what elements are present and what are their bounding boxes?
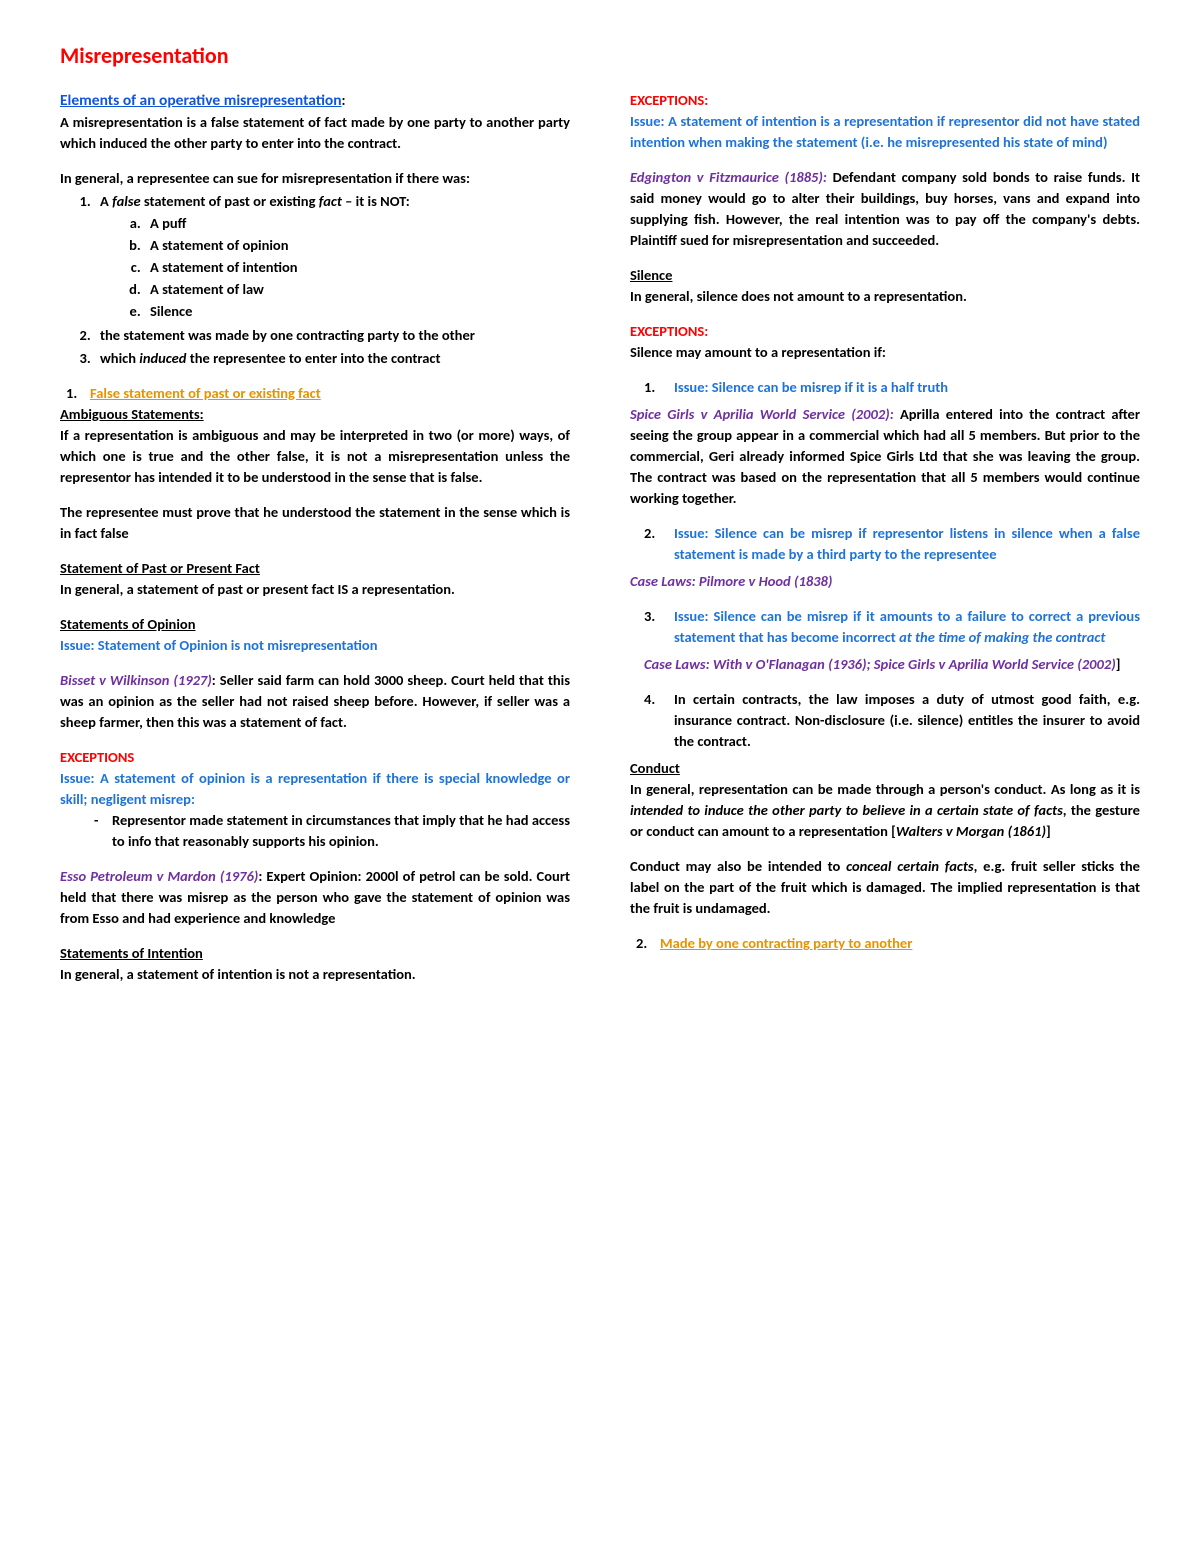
opinion-exception-issue: Issue: A statement of opinion is a repre…: [60, 768, 570, 810]
req3-pre: which: [100, 349, 139, 367]
ambiguous-heading: Ambiguous Statements:: [60, 404, 570, 425]
pilmore-case: Case Laws: Pilmore v Hood (1838): [630, 571, 1140, 592]
page-title: Misrepresentation: [60, 40, 1140, 72]
sub1-row: 1. False statement of past or existing f…: [60, 383, 570, 404]
req3-post: the representee to enter into the contra…: [186, 349, 440, 367]
sub2-title: Made by one contracting party to another: [660, 933, 912, 954]
silence-may: Silence may amount to a representation i…: [630, 342, 1140, 363]
exceptions-label-3: EXCEPTIONS:: [630, 321, 1140, 342]
esso-paragraph: Esso Petroleum v Mardon (1976): Expert O…: [60, 866, 570, 929]
req3-induced: induced: [139, 349, 186, 367]
bisset-paragraph: Bisset v Wilkinson (1927): Seller said f…: [60, 670, 570, 733]
section-heading-elements: Elements of an operative misrepresentati…: [60, 91, 342, 110]
opinion-issue: Issue: Statement of Opinion is not misre…: [60, 635, 570, 656]
walters-case-name: Walters v Morgan (1861): [896, 822, 1046, 840]
silence-issue-4: In certain contracts, the law imposes a …: [674, 689, 1140, 752]
edgington-paragraph: Edgington v Fitzmaurice (1885): Defendan…: [630, 167, 1140, 251]
conduct-p1b: intended to induce the other party to be…: [630, 801, 1063, 819]
requirements-list: A false statement of past or existing fa…: [60, 191, 570, 368]
opinion-heading: Statements of Opinion: [60, 614, 570, 635]
exceptions-label: EXCEPTIONS: [60, 747, 570, 768]
conduct-p1: In general, representation can be made t…: [630, 779, 1140, 842]
req1-tail: – it is NOT:: [342, 192, 410, 210]
req1-false: false: [112, 192, 141, 210]
section-colon: :: [342, 91, 346, 109]
silence-body: In general, silence does not amount to a…: [630, 286, 1140, 307]
intention-exception-issue: Issue: A statement of intention is a rep…: [630, 111, 1140, 153]
intention-body: In general, a statement of intention is …: [60, 964, 570, 985]
conduct-p2a: Conduct may also be intended to: [630, 857, 846, 875]
bisset-case-name: Bisset v Wilkinson (1927): [60, 671, 212, 689]
spice-girls-case-name: Spice Girls v Aprilia World Service (200…: [630, 405, 894, 423]
list-item: which induced the representee to enter i…: [94, 348, 570, 369]
item-number: 3.: [644, 606, 662, 648]
with-case-name: Case Laws: With v O'Flanagan (1936); Spi…: [644, 655, 1116, 673]
item-number: 2.: [644, 523, 662, 565]
sub2-number: 2.: [630, 933, 648, 954]
list-item: A statement of opinion: [144, 235, 570, 256]
exceptions-label-2: EXCEPTIONS:: [630, 90, 1140, 111]
list-item: A false statement of past or existing fa…: [94, 191, 570, 322]
ambiguous-p2: The representee must prove that he under…: [60, 502, 570, 544]
silence-item-3: 3. Issue: Silence can be misrep if it am…: [630, 606, 1140, 648]
list-item: Silence: [144, 301, 570, 322]
not-list: A puff A statement of opinion A statemen…: [100, 213, 570, 322]
past-fact-body: In general, a statement of past or prese…: [60, 579, 570, 600]
sub2-row: 2. Made by one contracting party to anot…: [630, 933, 1140, 954]
silence-item-1: 1. Issue: Silence can be misrep if it is…: [630, 377, 1140, 398]
item-number: 4.: [644, 689, 662, 752]
opinion-exception-list: Representor made statement in circumstan…: [60, 810, 570, 852]
esso-case-name: Esso Petroleum v Mardon (1976): [60, 867, 258, 885]
conduct-p2b: conceal certain facts: [846, 857, 974, 875]
req1-mid: statement of past or existing: [141, 192, 319, 210]
sil3-italic: at the time of making the contract: [899, 628, 1105, 646]
bisset-colon: :: [212, 671, 220, 689]
list-item: A puff: [144, 213, 570, 234]
silence-issue-3: Issue: Silence can be misrep if it amoun…: [674, 606, 1140, 648]
silence-issue-2: Issue: Silence can be misrep if represen…: [674, 523, 1140, 565]
list-item: A statement of law: [144, 279, 570, 300]
sub1-title: False statement of past or existing fact: [90, 383, 321, 404]
list-item: the statement was made by one contractin…: [94, 325, 570, 346]
spice-girls-paragraph: Spice Girls v Aprilia World Service (200…: [630, 404, 1140, 509]
silence-heading: Silence: [630, 265, 1140, 286]
list-item: A statement of intention: [144, 257, 570, 278]
silence-issue-1: Issue: Silence can be misrep if it is a …: [674, 377, 1140, 398]
req1-pre: A: [100, 192, 112, 210]
intention-heading: Statements of Intention: [60, 943, 570, 964]
content-columns: Elements of an operative misrepresentati…: [60, 90, 1140, 985]
req1-fact: fact: [319, 192, 342, 210]
conduct-p1a: In general, representation can be made t…: [630, 780, 1140, 798]
past-fact-heading: Statement of Past or Present Fact: [60, 558, 570, 579]
silence-item-2: 2. Issue: Silence can be misrep if repre…: [630, 523, 1140, 565]
with-case-bracket: ]: [1116, 655, 1121, 673]
conduct-p1e: ]: [1046, 822, 1051, 840]
conduct-heading: Conduct: [630, 758, 1140, 779]
intro-definition: A misrepresentation is a false statement…: [60, 112, 570, 154]
item-number: 1.: [644, 377, 662, 398]
edgington-case-name: Edgington v Fitzmaurice (1885):: [630, 168, 827, 186]
conduct-p2: Conduct may also be intended to conceal …: [630, 856, 1140, 919]
intro-general: In general, a representee can sue for mi…: [60, 168, 570, 189]
ambiguous-p1: If a representation is ambiguous and may…: [60, 425, 570, 488]
list-item: Representor made statement in circumstan…: [94, 810, 570, 852]
silence-item-4: 4. In certain contracts, the law imposes…: [630, 689, 1140, 752]
sub1-number: 1.: [60, 383, 78, 404]
with-case-row: Case Laws: With v O'Flanagan (1936); Spi…: [630, 654, 1140, 675]
